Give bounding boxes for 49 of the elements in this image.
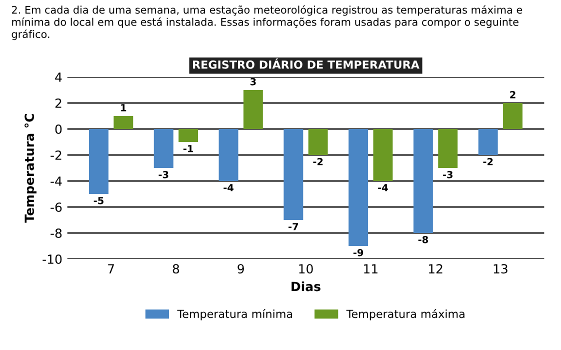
y-tick-label: -6: [50, 202, 62, 212]
y-tick-label: -8: [50, 228, 62, 238]
data-label: -1: [183, 145, 194, 152]
bar: [178, 129, 198, 142]
bar: [478, 129, 498, 155]
y-tick-label: -10: [42, 254, 62, 264]
x-tick-label: 7: [108, 264, 114, 274]
y-tick-label: 4: [55, 72, 62, 82]
bar: [243, 90, 263, 129]
data-label: -3: [158, 170, 168, 178]
x-tick-label: 8: [172, 264, 180, 274]
data-label: -4: [378, 184, 388, 192]
bar: [308, 129, 328, 155]
x-tick-label: 13: [494, 264, 508, 274]
data-label: -3: [442, 170, 452, 178]
data-label: -4: [224, 184, 234, 192]
x-axis-title: Dias: [292, 282, 320, 292]
data-label: -8: [418, 236, 428, 244]
data-label: -7: [288, 223, 298, 230]
bar: [114, 116, 134, 129]
text: 2. Em cada dia de uma semana, uma estação meteorológica registrou as temperaturas máxima e mínima do local em que está instalada. Essas informações foram usadas para compor o seguinte gráfico.: [12, 5, 522, 40]
bar: [154, 129, 174, 168]
chart-title: REGISTRO DIÁRIO DE TEMPERATURA: [193, 58, 420, 69]
bar: [503, 103, 522, 129]
y-tick-label: 0: [55, 124, 62, 134]
bar: [373, 129, 393, 181]
data-label: 2: [510, 90, 516, 98]
bar: [348, 129, 368, 246]
y-tick-label: 2: [55, 98, 62, 108]
data-label: -2: [483, 158, 493, 166]
legend-label: Temperatura mínima: [177, 309, 292, 320]
x-tick-label: 12: [428, 264, 442, 274]
x-tick-label: 10: [299, 264, 313, 274]
y-tick-label: -2: [50, 150, 62, 160]
x-tick-label: 9: [238, 264, 244, 274]
legend-label: Temperatura máxima: [346, 309, 464, 320]
data-label: -2: [313, 158, 323, 166]
x-tick-label: 11: [364, 264, 378, 274]
bar: [88, 129, 108, 194]
bar: [218, 129, 238, 181]
bar: [413, 129, 433, 233]
bar: [438, 129, 458, 168]
data-label: 3: [250, 78, 256, 86]
y-tick-label: -4: [50, 176, 62, 186]
data-label: -9: [353, 248, 364, 256]
data-label: 1: [121, 104, 126, 112]
data-label: -5: [94, 197, 104, 204]
bar: [284, 129, 304, 220]
y-axis-title: Temperatura °C: [24, 114, 36, 223]
